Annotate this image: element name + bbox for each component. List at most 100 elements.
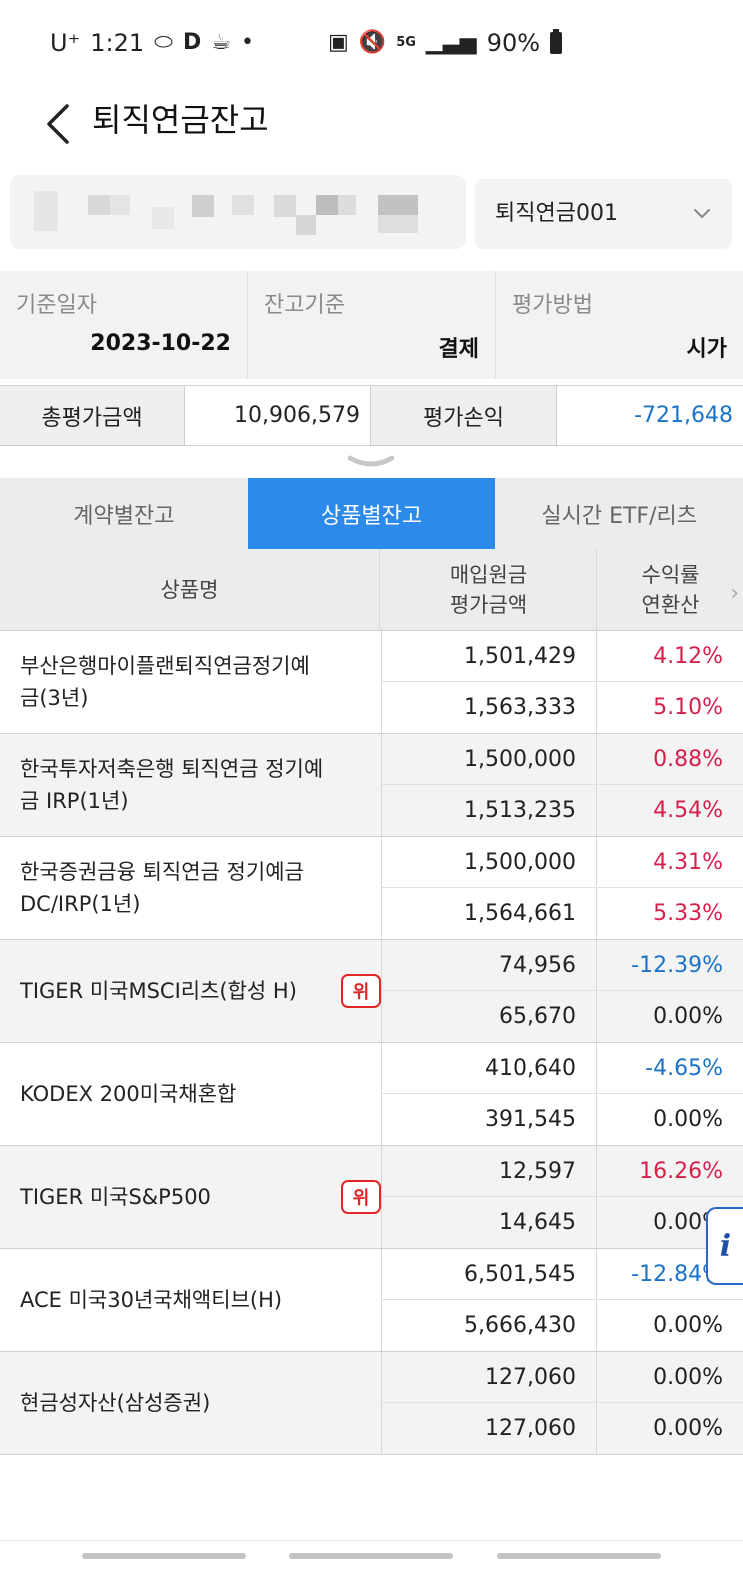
dot-icon: • xyxy=(240,30,254,55)
principal-value: 1,501,429 xyxy=(381,631,597,682)
d-app-icon: D xyxy=(182,30,202,55)
clock: 1:21 xyxy=(90,29,145,57)
valuation-value: 65,670 xyxy=(381,991,597,1042)
annualized-value: 4.54% xyxy=(598,785,743,836)
account-number-field[interactable] xyxy=(10,175,466,249)
risk-warning-badge[interactable]: 위 xyxy=(341,974,381,1008)
tab-bar: 계약별잔고 상품별잔고 실시간 ETF/리츠 xyxy=(0,478,743,549)
total-valuation-value: 10,906,579 xyxy=(185,386,371,445)
nav-recents-button[interactable] xyxy=(82,1553,246,1559)
status-right: ▣ 🔇 5G ▁▃▅ 90% xyxy=(328,28,563,58)
account-type-value: 퇴직연금001 xyxy=(495,201,618,226)
balance-basis-value[interactable]: 결제 xyxy=(438,337,479,362)
tab-contract-balance[interactable]: 계약별잔고 xyxy=(73,503,175,529)
table-row[interactable]: 한국투자저축은행 퇴직연금 정기예금 IRP(1년) 1,500,000 0.8… xyxy=(0,734,743,837)
table-row[interactable]: TIGER 미국MSCI리츠(합성 H) 위 74,956 -12.39% 65… xyxy=(0,940,743,1043)
header: 퇴직연금잔고 xyxy=(0,88,743,160)
tab-realtime-etf-reits[interactable]: 실시간 ETF/리츠 xyxy=(541,503,697,529)
col-annualized-label: 연환산 xyxy=(641,593,700,617)
return-value: -12.39% xyxy=(598,940,743,991)
return-value: 16.26% xyxy=(598,1146,743,1197)
table-row[interactable]: 한국증권금융 퇴직연금 정기예금 DC/IRP(1년) 1,500,000 4.… xyxy=(0,837,743,940)
profit-loss-value: -721,648 xyxy=(557,386,743,445)
product-name: 현금성자산(삼성증권) xyxy=(20,1391,211,1415)
product-name: TIGER 미국S&P500 xyxy=(20,1185,211,1209)
principal-value: 1,500,000 xyxy=(381,837,597,888)
blurred-account-mosaic xyxy=(10,175,466,249)
table-row[interactable]: TIGER 미국S&P500 위 12,597 16.26% 14,645 0.… xyxy=(0,1146,743,1249)
valuation-value: 5,666,430 xyxy=(381,1300,597,1351)
product-name: 한국투자저축은행 퇴직연금 정기예금 IRP(1년) xyxy=(20,757,324,813)
annualized-value: 5.33% xyxy=(598,888,743,939)
table-row[interactable]: 부산은행마이플랜퇴직연금정기예금(3년) 1,501,429 4.12% 1,5… xyxy=(0,631,743,734)
col-valuation-label: 평가금액 xyxy=(449,593,528,617)
col-rate: 수익률 연환산 › xyxy=(598,549,743,631)
annualized-value: 0.00% xyxy=(598,1300,743,1351)
profit-loss-label: 평가손익 xyxy=(371,386,557,445)
mute-icon: 🔇 xyxy=(358,30,387,55)
return-value: -4.65% xyxy=(598,1043,743,1094)
battery-icon xyxy=(550,29,563,54)
info-grid: 기준일자 2023-10-22 잔고기준 결제 평가방법 시가 xyxy=(0,271,743,379)
base-date-label: 기준일자 xyxy=(16,293,97,318)
balance-basis-label: 잔고기준 xyxy=(264,293,345,318)
annualized-value: 5.10% xyxy=(598,682,743,733)
page-title: 퇴직연금잔고 xyxy=(92,101,269,139)
product-name: TIGER 미국MSCI리츠(합성 H) xyxy=(20,979,297,1003)
product-name: KODEX 200미국채혼합 xyxy=(20,1082,237,1106)
annualized-value: 0.00% xyxy=(598,991,743,1042)
table-row[interactable]: ACE 미국30년국채액티브(H) 6,501,545 -12.84% 5,66… xyxy=(0,1249,743,1352)
col-product-name: 상품명 xyxy=(0,549,380,631)
nav-back-button[interactable] xyxy=(497,1553,661,1559)
network-type: 5G xyxy=(396,35,416,50)
principal-value: 12,597 xyxy=(381,1146,597,1197)
info-icon: i xyxy=(719,1228,732,1264)
principal-value: 6,501,545 xyxy=(381,1249,597,1300)
account-type-select[interactable]: 퇴직연금001 xyxy=(475,179,732,249)
battery-percent: 90% xyxy=(486,29,541,57)
risk-warning-badge[interactable]: 위 xyxy=(341,1180,381,1214)
valuation-value: 1,513,235 xyxy=(381,785,597,836)
principal-value: 127,060 xyxy=(381,1352,597,1403)
collapse-handle-icon[interactable] xyxy=(348,454,394,470)
balance-basis-cell: 잔고기준 결제 xyxy=(248,271,496,379)
system-nav-bar xyxy=(0,1540,743,1569)
col-amount: 매입원금 평가금액 xyxy=(381,549,597,631)
product-name: ACE 미국30년국채액티브(H) xyxy=(20,1288,283,1312)
col-principal-label: 매입원금 xyxy=(449,563,528,587)
base-date-value[interactable]: 2023-10-22 xyxy=(90,331,231,356)
principal-value: 1,500,000 xyxy=(381,734,597,785)
base-date-cell: 기준일자 2023-10-22 xyxy=(0,271,248,379)
cup-icon: ☕ xyxy=(211,30,231,55)
holdings-list: 부산은행마이플랜퇴직연금정기예금(3년) 1,501,429 4.12% 1,5… xyxy=(0,631,743,1455)
table-row[interactable]: 현금성자산(삼성증권) 127,060 0.00% 127,060 0.00% xyxy=(0,1352,743,1455)
principal-value: 410,640 xyxy=(381,1043,597,1094)
return-value: 4.12% xyxy=(598,631,743,682)
total-valuation-label: 총평가금액 xyxy=(0,386,185,445)
valuation-value: 1,564,661 xyxy=(381,888,597,939)
annualized-value: 0.00% xyxy=(598,1094,743,1145)
recycle-battery-icon: ▣ xyxy=(328,30,349,55)
annualized-value: 0.00% xyxy=(598,1403,743,1454)
col-return-label: 수익률 xyxy=(641,563,700,587)
chevron-left-icon xyxy=(47,104,69,144)
table-row[interactable]: KODEX 200미국채혼합 410,640 -4.65% 391,545 0.… xyxy=(0,1043,743,1146)
back-button[interactable] xyxy=(38,98,78,150)
status-left: U⁺ 1:21 ⬭ D ☕ • xyxy=(50,28,254,58)
tab-product-balance[interactable]: 상품별잔고 xyxy=(247,478,496,549)
return-value: 0.00% xyxy=(598,1352,743,1403)
valuation-method-value[interactable]: 시가 xyxy=(686,337,727,362)
status-bar: U⁺ 1:21 ⬭ D ☕ • ▣ 🔇 5G ▁▃▅ 90% xyxy=(0,0,743,88)
nav-home-button[interactable] xyxy=(289,1553,453,1559)
return-value: 4.31% xyxy=(598,837,743,888)
signal-icon: ▁▃▅ xyxy=(425,30,477,55)
valuation-method-cell: 평가방법 시가 xyxy=(496,271,743,379)
valuation-value: 14,645 xyxy=(381,1197,597,1248)
chevron-right-icon[interactable]: › xyxy=(730,581,739,606)
totals-row: 총평가금액 10,906,579 평가손익 -721,648 xyxy=(0,385,743,446)
valuation-value: 391,545 xyxy=(381,1094,597,1145)
principal-value: 74,956 xyxy=(381,940,597,991)
info-button[interactable]: i xyxy=(706,1207,743,1285)
valuation-method-label: 평가방법 xyxy=(512,293,593,318)
product-name: 한국증권금융 퇴직연금 정기예금 DC/IRP(1년) xyxy=(20,860,304,916)
